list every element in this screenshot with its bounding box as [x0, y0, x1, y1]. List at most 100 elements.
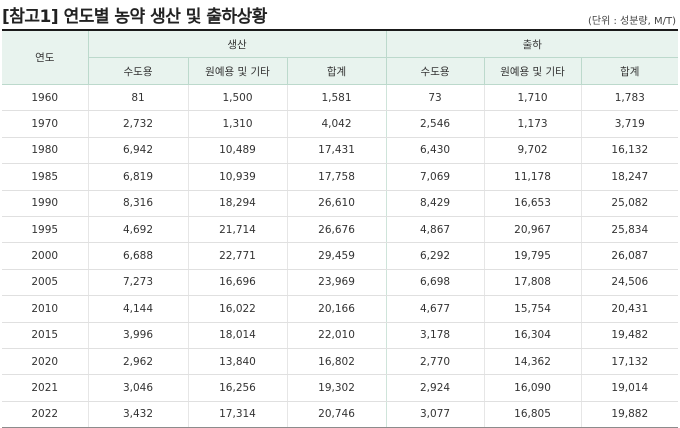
ship-rice-cell: 2,546 — [385, 110, 485, 138]
table-row: 2000 6,688 22,771 29,459 6,292 19,795 26,087 — [2, 242, 679, 270]
ship-total-cell: 26,087 — [580, 242, 679, 270]
prod-rice-cell: 2,962 — [87, 348, 188, 376]
header-prod-total: 합계 — [287, 57, 387, 85]
ship-rice-cell: 2,770 — [385, 348, 485, 376]
prod-horticulture-cell: 13,840 — [187, 348, 287, 376]
prod-rice-cell: 7,273 — [87, 269, 188, 297]
prod-horticulture-cell: 18,294 — [187, 190, 287, 217]
year-cell: 1990 — [2, 190, 88, 217]
prod-horticulture-cell: 1,310 — [187, 110, 287, 138]
prod-horticulture-cell: 18,014 — [187, 322, 287, 349]
header-prod-horticulture: 원예용 및 기타 — [188, 57, 288, 85]
prod-total-cell: 19,302 — [286, 374, 387, 402]
ship-horticulture-cell: 16,090 — [483, 374, 582, 402]
prod-rice-cell: 6,688 — [87, 242, 188, 270]
ship-total-cell: 1,783 — [580, 84, 679, 112]
prod-total-cell: 17,431 — [286, 137, 387, 165]
ship-total-cell: 19,482 — [580, 322, 679, 349]
ship-horticulture-cell: 1,173 — [483, 110, 582, 138]
prod-rice-cell: 3,996 — [87, 322, 188, 349]
table-row: 2010 4,144 16,022 20,166 4,677 15,754 20,431 — [2, 295, 679, 323]
prod-total-cell: 23,969 — [286, 269, 387, 297]
ship-horticulture-cell: 9,702 — [483, 137, 582, 165]
header-year: 연도 — [2, 30, 89, 85]
prod-rice-cell: 3,046 — [87, 374, 188, 402]
ship-horticulture-cell: 14,362 — [483, 348, 582, 376]
prod-total-cell: 17,758 — [286, 163, 387, 191]
prod-total-cell: 20,166 — [286, 295, 387, 323]
prod-total-cell: 22,010 — [286, 322, 387, 349]
table-row: 2020 2,962 13,840 16,802 2,770 14,362 17,132 — [2, 348, 679, 376]
ship-total-cell: 17,132 — [580, 348, 679, 376]
prod-rice-cell: 4,144 — [87, 295, 188, 323]
ship-rice-cell: 2,924 — [385, 374, 485, 402]
header-production: 생산 — [88, 30, 387, 58]
ship-rice-cell: 6,698 — [385, 269, 485, 297]
table-row: 1970 2,732 1,310 4,042 2,546 1,173 3,719 — [2, 110, 679, 138]
table-row: 1995 4,692 21,714 26,676 4,867 20,967 25,834 — [2, 216, 679, 244]
prod-rice-cell: 3,432 — [87, 401, 188, 428]
table-body: 1960 81 1,500 1,581 73 1,710 1,783 1970 2,732 1,3… — [2, 84, 679, 428]
ship-rice-cell: 73 — [385, 84, 485, 112]
year-cell: 2021 — [2, 374, 88, 402]
prod-total-cell: 26,676 — [286, 216, 387, 244]
prod-rice-cell: 4,692 — [87, 216, 188, 244]
ship-horticulture-cell: 16,805 — [483, 401, 582, 428]
ship-horticulture-cell: 1,710 — [483, 84, 582, 112]
year-cell: 2005 — [2, 269, 88, 297]
ship-rice-cell: 6,430 — [385, 137, 485, 165]
ship-rice-cell: 3,178 — [385, 322, 485, 349]
table-row: 1990 8,316 18,294 26,610 8,429 16,653 25,082 — [2, 190, 679, 217]
unit-note: (단위 : 성분량, M/T) — [588, 16, 676, 27]
year-cell: 2022 — [2, 401, 88, 428]
prod-horticulture-cell: 16,256 — [187, 374, 287, 402]
ship-total-cell: 18,247 — [580, 163, 679, 191]
year-cell: 2010 — [2, 295, 88, 323]
ship-total-cell: 19,014 — [580, 374, 679, 402]
year-cell: 2000 — [2, 242, 88, 270]
ship-horticulture-cell: 19,795 — [483, 242, 582, 270]
prod-horticulture-cell: 16,696 — [187, 269, 287, 297]
prod-total-cell: 26,610 — [286, 190, 387, 217]
year-cell: 1980 — [2, 137, 88, 165]
year-cell: 1970 — [2, 110, 88, 138]
header-ship-horticulture: 원예용 및 기타 — [484, 57, 582, 85]
table-row: 2005 7,273 16,696 23,969 6,698 17,808 24,506 — [2, 269, 679, 297]
table-row: 2021 3,046 16,256 19,302 2,924 16,090 19,014 — [2, 374, 679, 402]
ship-rice-cell: 6,292 — [385, 242, 485, 270]
ship-total-cell: 16,132 — [580, 137, 679, 165]
prod-rice-cell: 6,819 — [87, 163, 188, 191]
prod-total-cell: 1,581 — [286, 84, 387, 112]
year-cell: 1995 — [2, 216, 88, 244]
pesticide-table: 연도 생산 출하 수도용 원예용 및 기타 합계 수도용 원예용 및 기타 합계… — [2, 29, 679, 428]
ship-total-cell: 25,834 — [580, 216, 679, 244]
ship-horticulture-cell: 20,967 — [483, 216, 582, 244]
ship-total-cell: 20,431 — [580, 295, 679, 323]
ship-horticulture-cell: 17,808 — [483, 269, 582, 297]
table-row: 1960 81 1,500 1,581 73 1,710 1,783 — [2, 84, 679, 112]
prod-horticulture-cell: 22,771 — [187, 242, 287, 270]
ship-total-cell: 3,719 — [580, 110, 679, 138]
prod-horticulture-cell: 10,939 — [187, 163, 287, 191]
ship-rice-cell: 4,867 — [385, 216, 485, 244]
header-ship-rice: 수도용 — [385, 57, 485, 85]
prod-total-cell: 4,042 — [286, 110, 387, 138]
header-shipment: 출하 — [385, 30, 679, 58]
table-row: 1985 6,819 10,939 17,758 7,069 11,178 18,247 — [2, 163, 679, 191]
prod-rice-cell: 2,732 — [87, 110, 188, 138]
prod-horticulture-cell: 16,022 — [187, 295, 287, 323]
ship-total-cell: 25,082 — [580, 190, 679, 217]
ship-horticulture-cell: 15,754 — [483, 295, 582, 323]
prod-total-cell: 29,459 — [286, 242, 387, 270]
page-title: [참고1] 연도별 농약 생산 및 출하상황 — [2, 7, 267, 27]
ship-rice-cell: 4,677 — [385, 295, 485, 323]
year-cell: 2020 — [2, 348, 88, 376]
prod-rice-cell: 81 — [87, 84, 188, 112]
prod-horticulture-cell: 1,500 — [187, 84, 287, 112]
ship-rice-cell: 8,429 — [385, 190, 485, 217]
header-ship-total: 합계 — [581, 57, 679, 85]
table-row: 1980 6,942 10,489 17,431 6,430 9,702 16,132 — [2, 137, 679, 165]
table-row: 2022 3,432 17,314 20,746 3,077 16,805 19,882 — [2, 401, 679, 428]
prod-horticulture-cell: 17,314 — [187, 401, 287, 428]
ship-total-cell: 24,506 — [580, 269, 679, 297]
